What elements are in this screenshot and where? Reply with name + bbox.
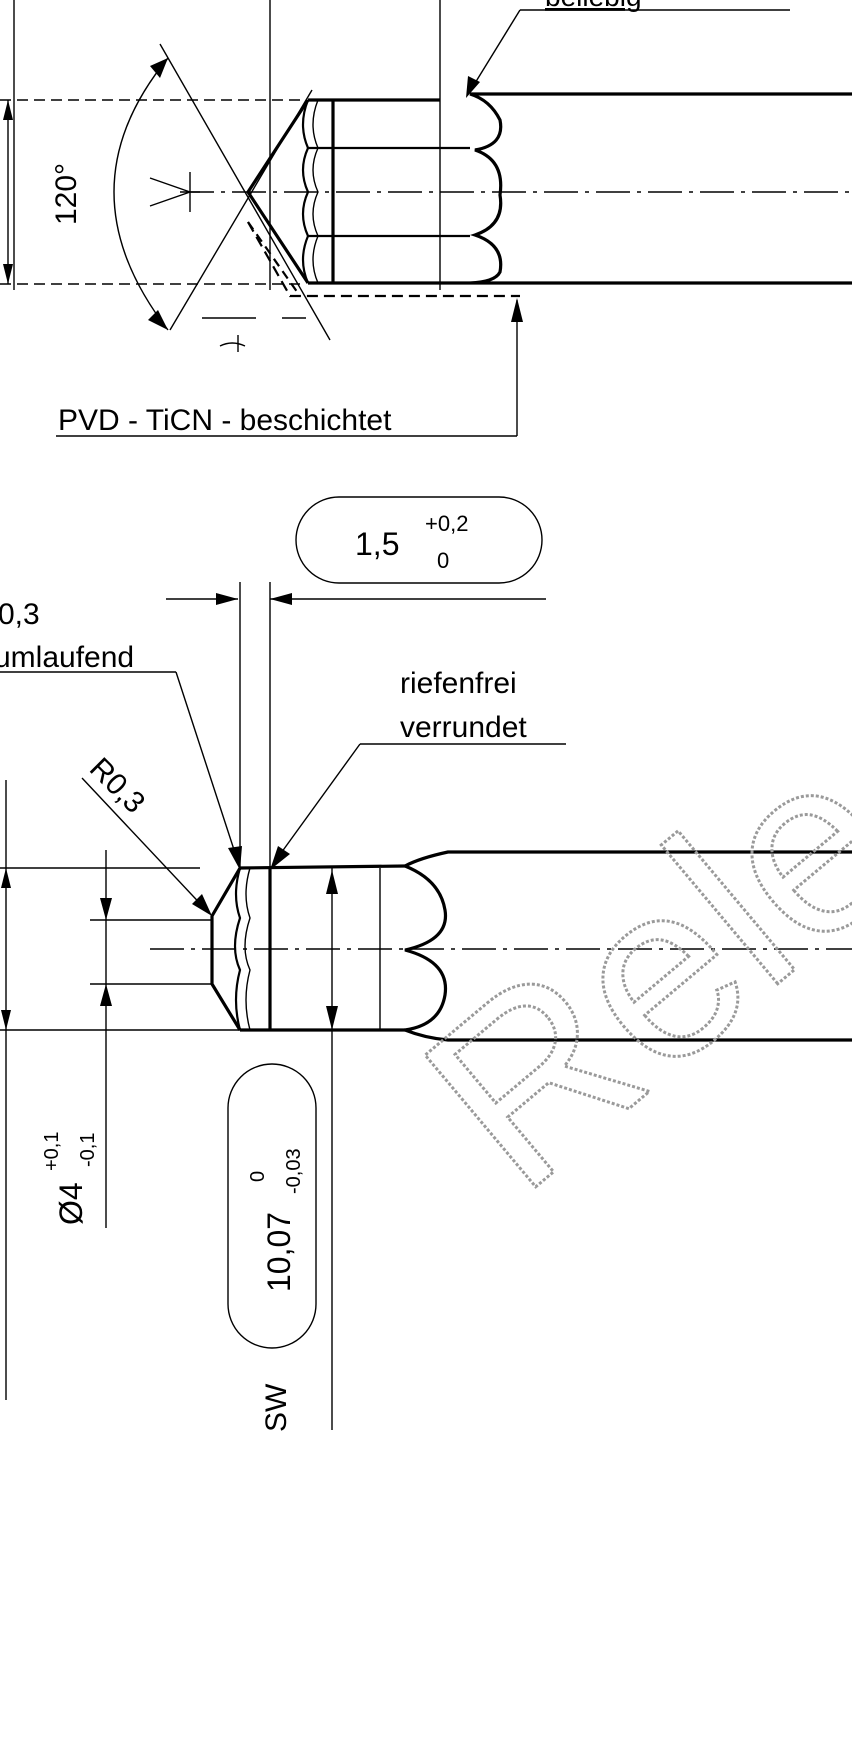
angle-label: 120°: [50, 163, 83, 225]
diameter-nominal: Ø4: [53, 1182, 89, 1225]
radius-label: R0,3: [83, 752, 151, 820]
diameter-lower: -0,1: [77, 1133, 99, 1167]
riefenfrei-line2: verrundet: [400, 711, 527, 744]
chamfer-partial-value: 0,3: [0, 598, 40, 631]
note-beliebig: beliebig: [545, 0, 642, 12]
top-view: beliebig 120° PVD - TiCN - beschichtet: [0, 0, 852, 437]
width-dim-box: [295, 496, 543, 584]
angle-arc: [113, 57, 169, 331]
sw-nominal: 10,07: [261, 1212, 297, 1292]
sw-dim-box: [227, 1063, 317, 1349]
width-dim-nominal: 1,5: [355, 526, 399, 562]
shaft-outline-top: [469, 92, 852, 285]
riefenfrei-line1: riefenfrei: [400, 667, 517, 700]
width-dim-lower: 0: [437, 548, 449, 573]
sw-upper: 0: [247, 1171, 269, 1182]
sw-label: SW: [260, 1383, 293, 1432]
watermark: Relea: [375, 606, 852, 1240]
width-dim-upper: +0,2: [425, 511, 468, 536]
diameter-upper: +0,1: [41, 1132, 63, 1171]
chamfer-partial-text: umlaufend: [0, 641, 134, 674]
sw-lower: -0,03: [283, 1148, 305, 1194]
bottom-view: 1,5 +0,2 0 0,3 umlaufend riefenfrei verr…: [0, 496, 852, 1432]
coating-note: PVD - TiCN - beschichtet: [58, 404, 392, 437]
shaft-outline-bottom: [398, 850, 852, 1042]
